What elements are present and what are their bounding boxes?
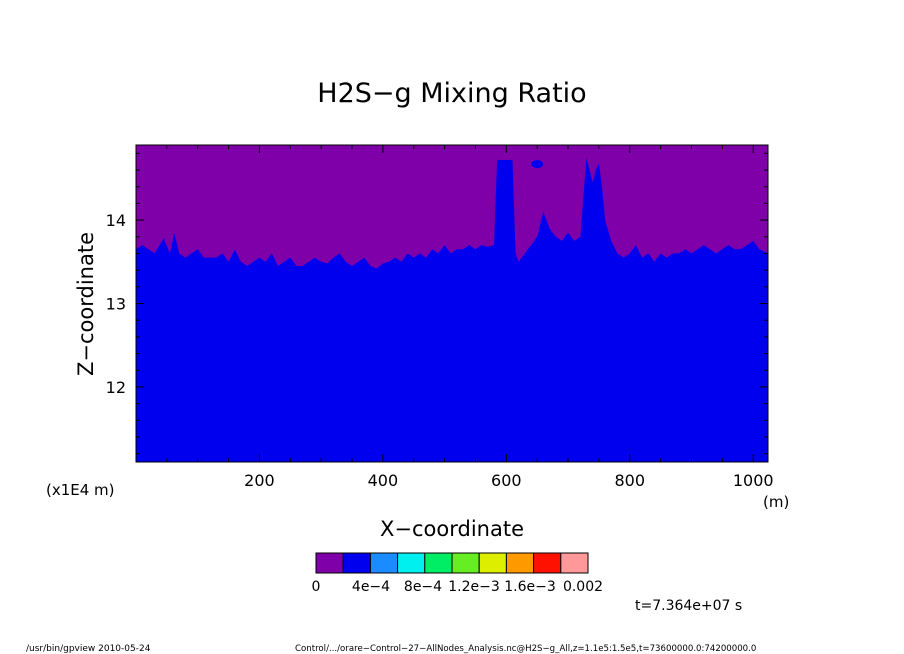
y-tick-label: 12 <box>106 378 126 397</box>
footer-left: /usr/bin/gpview 2010-05-24 <box>26 644 151 654</box>
legend-label: 0.002 <box>563 579 603 595</box>
legend-swatch <box>315 552 344 574</box>
legend-swatch <box>342 552 371 574</box>
footer-right: Control/.../orare−Control−27−AllNodes_An… <box>295 644 756 654</box>
legend-label: 1.2e−3 <box>448 579 500 595</box>
x-axis-title: X−coordinate <box>380 517 524 541</box>
legend-swatch <box>505 552 535 574</box>
legend-swatch <box>533 552 562 574</box>
x-unit-label: (m) <box>763 493 789 511</box>
legend-swatch <box>560 552 589 574</box>
x-tick-label: 200 <box>244 471 275 490</box>
y-tick-label: 14 <box>106 211 126 230</box>
x-tick-label: 400 <box>368 471 399 490</box>
y-unit-label: (x1E4 m) <box>46 481 115 499</box>
legend-swatch <box>451 552 480 574</box>
legend-swatch <box>369 552 399 574</box>
x-tick-label: 800 <box>614 471 645 490</box>
contour-blob <box>531 160 544 169</box>
legend-swatch <box>424 552 453 574</box>
time-label: t=7.364e+07 s <box>635 598 742 614</box>
chart-title: H2S−g Mixing Ratio <box>317 78 586 109</box>
x-tick-label: 600 <box>491 471 522 490</box>
legend-label: 0 <box>312 579 321 595</box>
plot-area <box>135 144 769 463</box>
x-tick-label: 1000 <box>733 471 774 490</box>
legend-swatch <box>397 552 426 574</box>
color-legend: 0 4e−4 8e−4 1.2e−3 1.6e−3 0.002 <box>312 552 603 595</box>
y-tick-label: 13 <box>106 295 126 314</box>
blob-layer <box>531 160 544 169</box>
legend-swatch <box>478 552 507 574</box>
y-axis-title: Z−coordinate <box>74 232 98 376</box>
legend-label: 4e−4 <box>352 579 390 595</box>
legend-label: 1.6e−3 <box>504 579 556 595</box>
lower-region <box>136 157 768 462</box>
y-axis: 12 13 14 <box>106 152 768 455</box>
legend-label: 8e−4 <box>404 579 442 595</box>
x-axis: 200 400 600 800 1000 <box>166 145 774 490</box>
